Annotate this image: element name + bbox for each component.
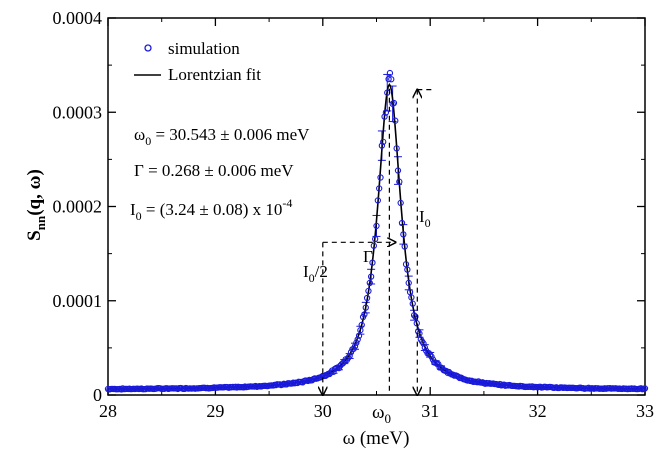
data-point [382,109,390,116]
I0-annotation: I0 = (3.24 ± 0.08) x 10-4 [130,196,292,223]
y-axis-title: Snn(q, ω) [24,169,48,241]
data-point [397,199,404,207]
data-point [367,273,375,280]
data-point [355,332,363,339]
gamma-arrow-label: Γ [363,247,373,266]
data-point [353,339,360,346]
x-axis: 28 29 30 31 32 33 [99,18,654,421]
x-tick-label: 30 [314,401,332,421]
data-point [370,242,377,249]
x-axis-title: ω (meV) [343,428,410,449]
x-tick-label: 33 [636,401,654,421]
x-tick-label: 31 [421,401,439,421]
data-point [405,279,412,287]
y-tick-label: 0 [93,385,102,405]
data-point [393,145,400,152]
data-point [388,76,395,83]
data-point [400,231,407,238]
data-point [421,344,428,351]
data-point [345,354,352,361]
annotation-lines [323,89,436,395]
data-point [449,371,457,378]
half-max-label: I0/2 [303,262,328,285]
legend-label-fit: Lorentzian fit [168,65,261,84]
data-point [398,219,406,227]
simulation-points [104,69,649,393]
data-point [376,185,383,192]
data-point [386,69,394,77]
data-point [365,287,372,295]
data-point [362,304,369,311]
data-point [380,138,387,145]
y-tick-label: 0.0002 [53,197,103,217]
data-point [377,174,384,181]
data-point [346,352,353,360]
omega0-annotation: ω0 = 30.543 ± 0.006 meV [134,125,310,148]
x-tick-label: 28 [99,401,117,421]
data-point [351,343,359,350]
data-point [363,294,371,302]
data-point [404,266,411,273]
data-point [372,235,379,243]
svg-text:Snn(q, ω): Snn(q, ω) [24,169,48,241]
data-point [369,259,376,266]
data-point [385,75,392,83]
data-point [304,377,312,385]
y-tick-label: 0.0001 [53,291,103,311]
gamma-annotation: Γ = 0.268 ± 0.006 meV [134,161,294,180]
y-axis: 0 0.0001 0.0002 0.0003 0.0004 [53,8,645,405]
I0-arrow-label: I0 [419,207,431,230]
data-point [354,336,361,343]
data-point [390,99,398,107]
data-point [381,113,388,120]
y-tick-label: 0.0003 [53,102,103,122]
data-point [392,117,399,124]
legend-label-simulation: simulation [168,39,240,58]
data-point [373,222,380,230]
data-point [378,142,386,149]
data-point [401,243,408,250]
data-point [358,321,365,329]
data-point [366,279,373,287]
data-point [641,385,649,392]
omega0-tick-label: ω0 [372,402,391,426]
data-point [496,380,504,388]
data-point [396,178,403,185]
x-tick-label: 32 [529,401,547,421]
y-tick-label: 0.0004 [53,8,103,28]
data-point [374,197,381,204]
data-point [361,311,368,318]
data-point [394,167,402,174]
x-tick-label: 29 [206,401,224,421]
legend: simulation Lorentzian fit [134,39,261,84]
legend-marker-simulation [144,44,152,52]
